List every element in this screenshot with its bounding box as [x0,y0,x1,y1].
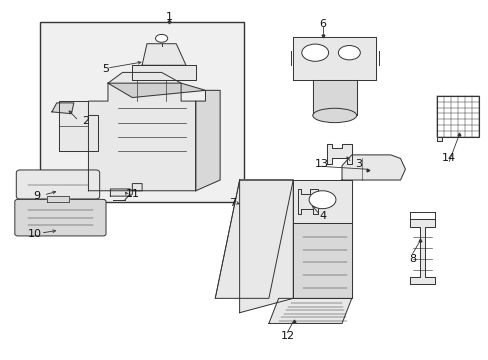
Polygon shape [110,184,142,196]
Ellipse shape [301,44,328,61]
Polygon shape [293,37,375,80]
Text: 11: 11 [125,189,139,199]
Polygon shape [341,155,405,180]
Polygon shape [132,65,195,80]
Polygon shape [268,298,351,323]
Polygon shape [195,90,220,191]
Text: 1: 1 [165,12,172,22]
Text: 4: 4 [318,211,325,221]
FancyBboxPatch shape [16,170,100,199]
Polygon shape [47,196,69,202]
Text: 2: 2 [82,116,89,126]
Polygon shape [239,180,293,313]
Text: 10: 10 [28,229,42,239]
Polygon shape [312,80,356,116]
Bar [40,22,244,202]
Bar [436,96,478,137]
Polygon shape [88,72,195,191]
Text: 7: 7 [228,198,235,208]
Text: 6: 6 [318,19,325,29]
Text: 3: 3 [355,159,362,169]
Polygon shape [327,144,351,164]
Polygon shape [293,223,351,298]
Text: 12: 12 [280,331,294,341]
Polygon shape [108,83,205,98]
Polygon shape [52,103,74,114]
Polygon shape [142,44,185,65]
Text: 8: 8 [408,254,415,264]
Polygon shape [293,180,351,223]
Polygon shape [215,180,293,298]
Text: 5: 5 [102,64,109,74]
Polygon shape [59,101,98,151]
Polygon shape [436,137,441,140]
Ellipse shape [338,45,360,60]
Ellipse shape [312,108,356,123]
Polygon shape [409,220,434,284]
Text: 9: 9 [34,191,41,201]
Ellipse shape [308,191,335,209]
Text: 13: 13 [314,159,328,169]
Polygon shape [298,189,317,214]
Text: 14: 14 [441,153,455,163]
Ellipse shape [155,35,167,42]
FancyBboxPatch shape [15,199,106,236]
